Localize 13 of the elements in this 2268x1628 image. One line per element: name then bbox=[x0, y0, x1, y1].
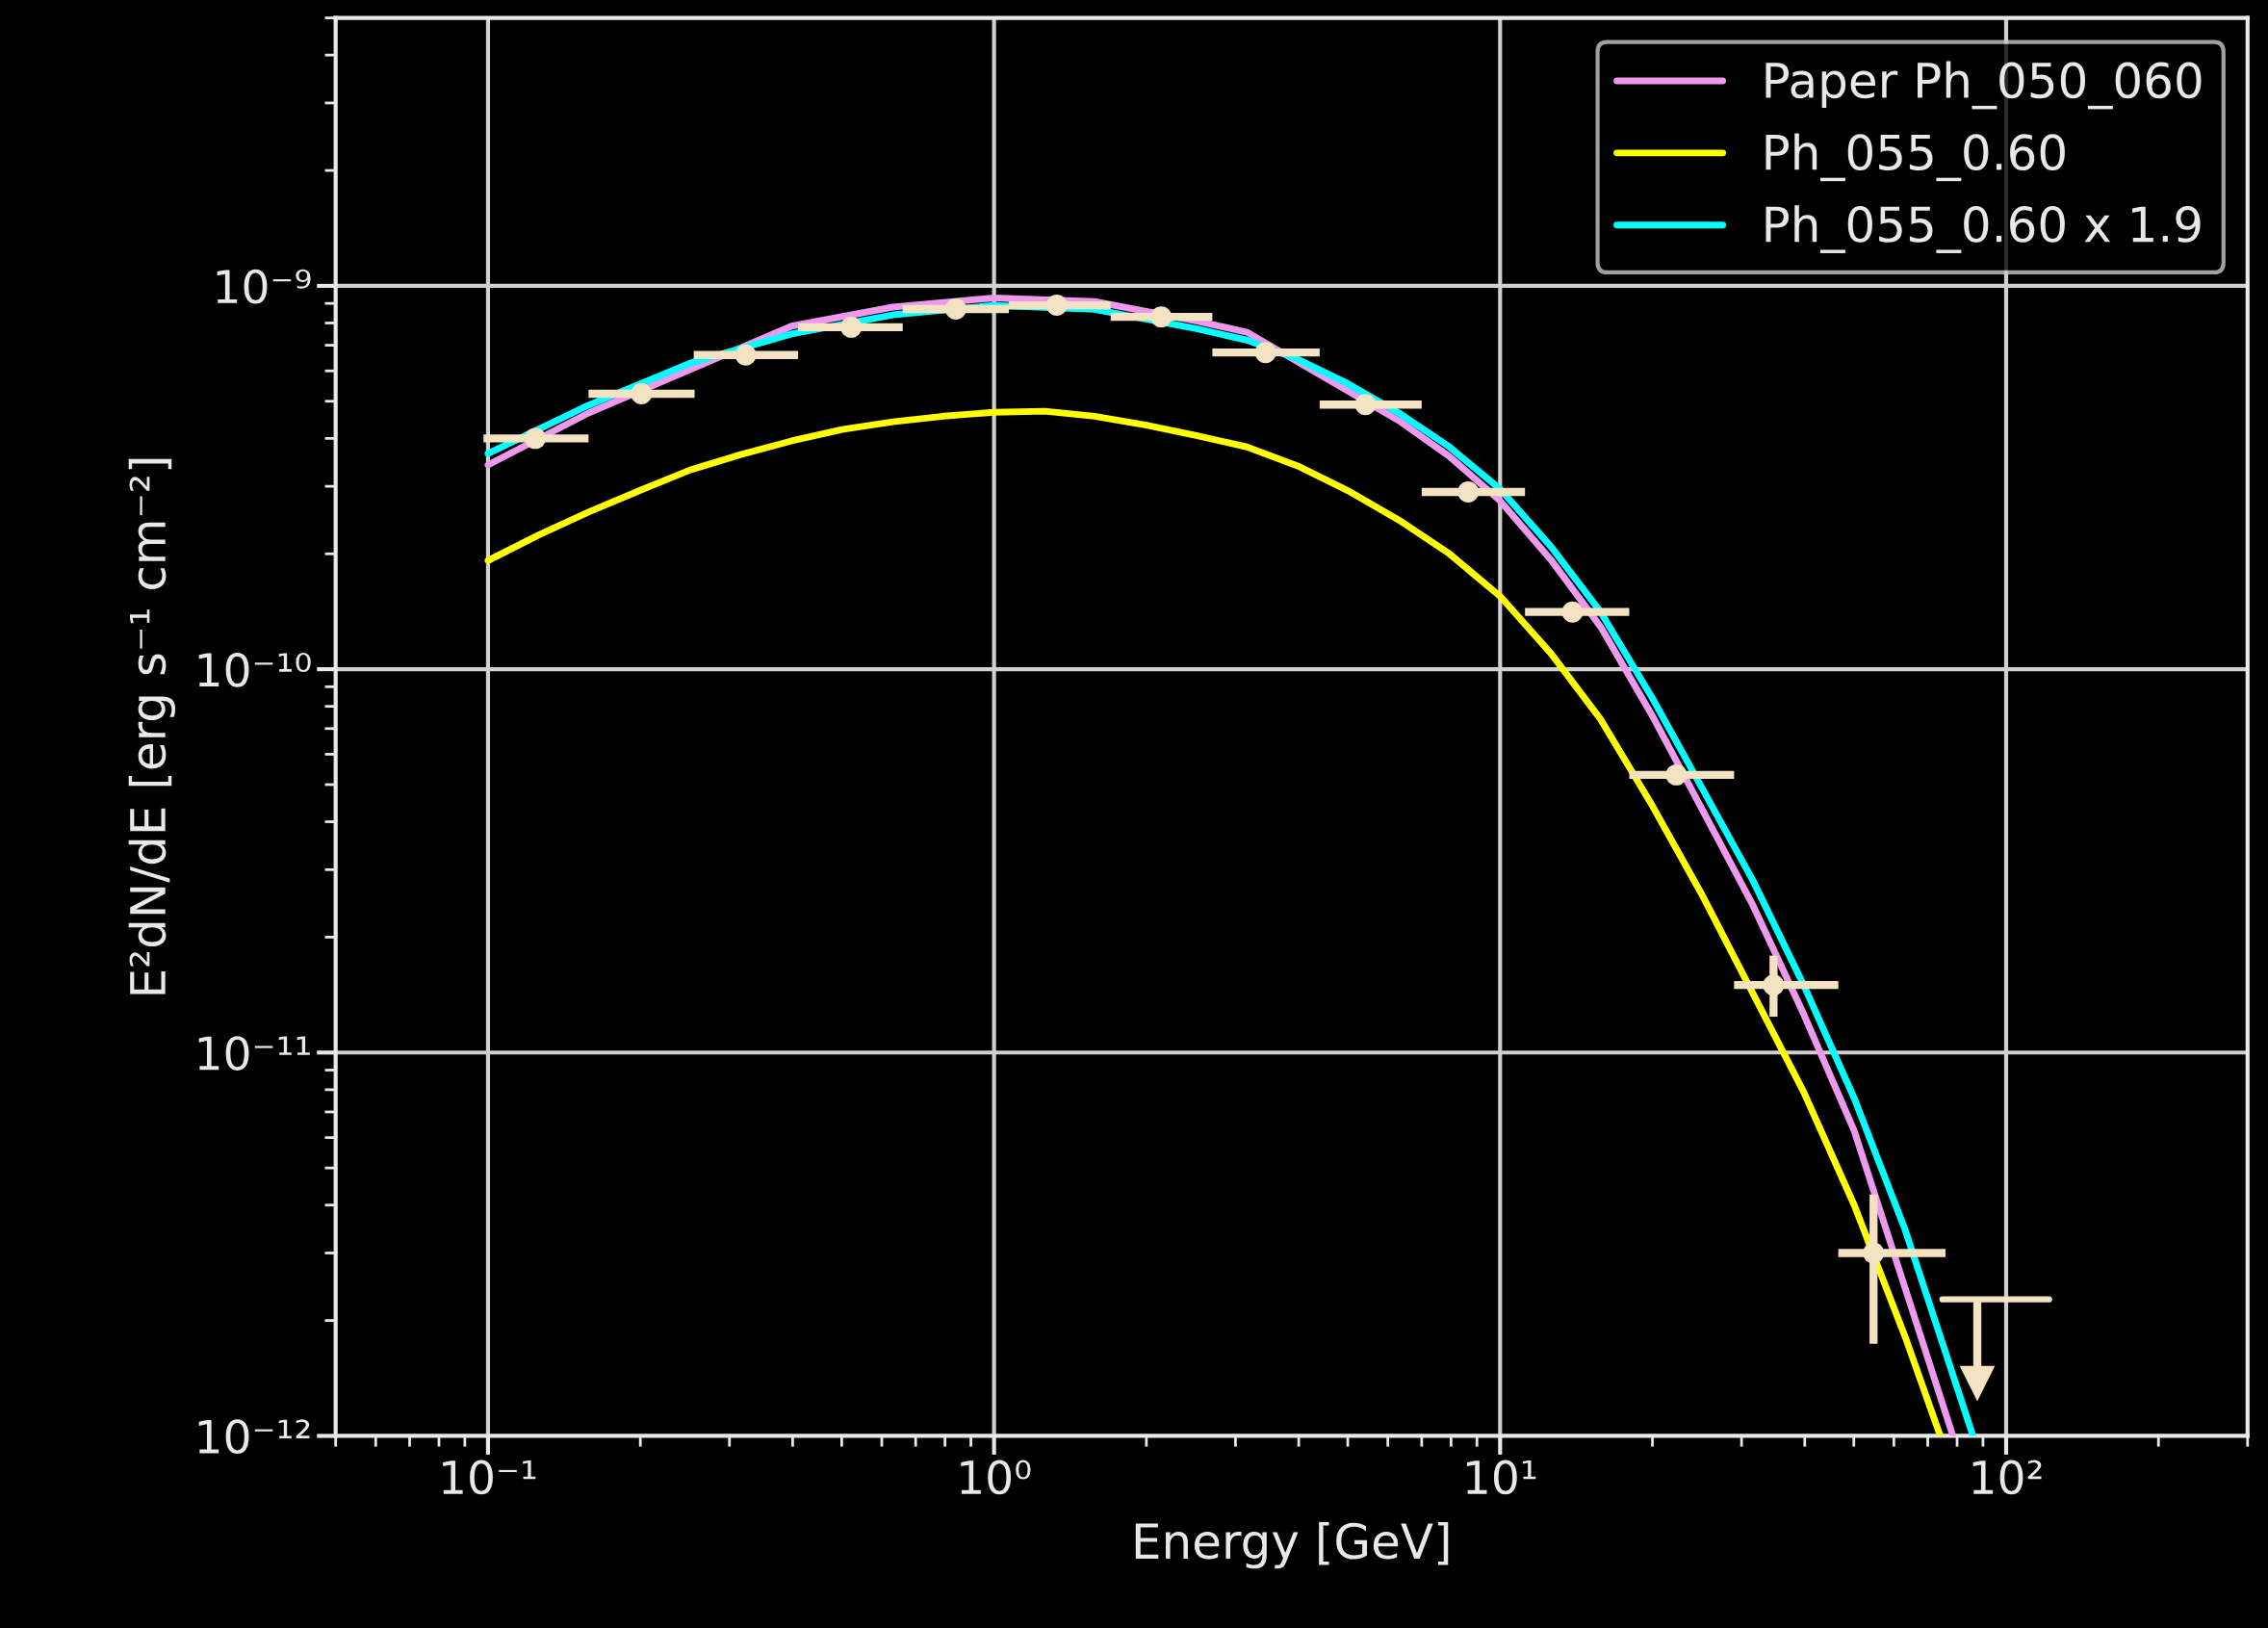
legend-label: Paper Ph_050_060 bbox=[1765, 61, 2202, 110]
x-tick-label: 10⁻¹ bbox=[443, 1460, 536, 1495]
x-tick-label: 10² bbox=[1972, 1460, 2042, 1495]
legend-label: Ph_055_0.60 bbox=[1765, 133, 2065, 182]
legend-label: Ph_055_0.60 x 1.9 bbox=[1765, 205, 2201, 253]
x-tick-label: 10⁰ bbox=[961, 1460, 1031, 1495]
x-tick-label: 10¹ bbox=[1466, 1460, 1536, 1495]
y-tick-label: 10⁻⁹ bbox=[217, 269, 311, 304]
y-tick-label: 10⁻¹² bbox=[198, 1419, 310, 1455]
y-axis-title: E²dN/dE [erg s⁻¹ cm⁻²] bbox=[128, 458, 176, 995]
y-tick-label: 10⁻¹⁰ bbox=[198, 652, 311, 687]
x-axis-title: Energy [GeV] bbox=[1135, 1521, 1449, 1569]
y-tick-label: 10⁻¹¹ bbox=[198, 1036, 310, 1071]
